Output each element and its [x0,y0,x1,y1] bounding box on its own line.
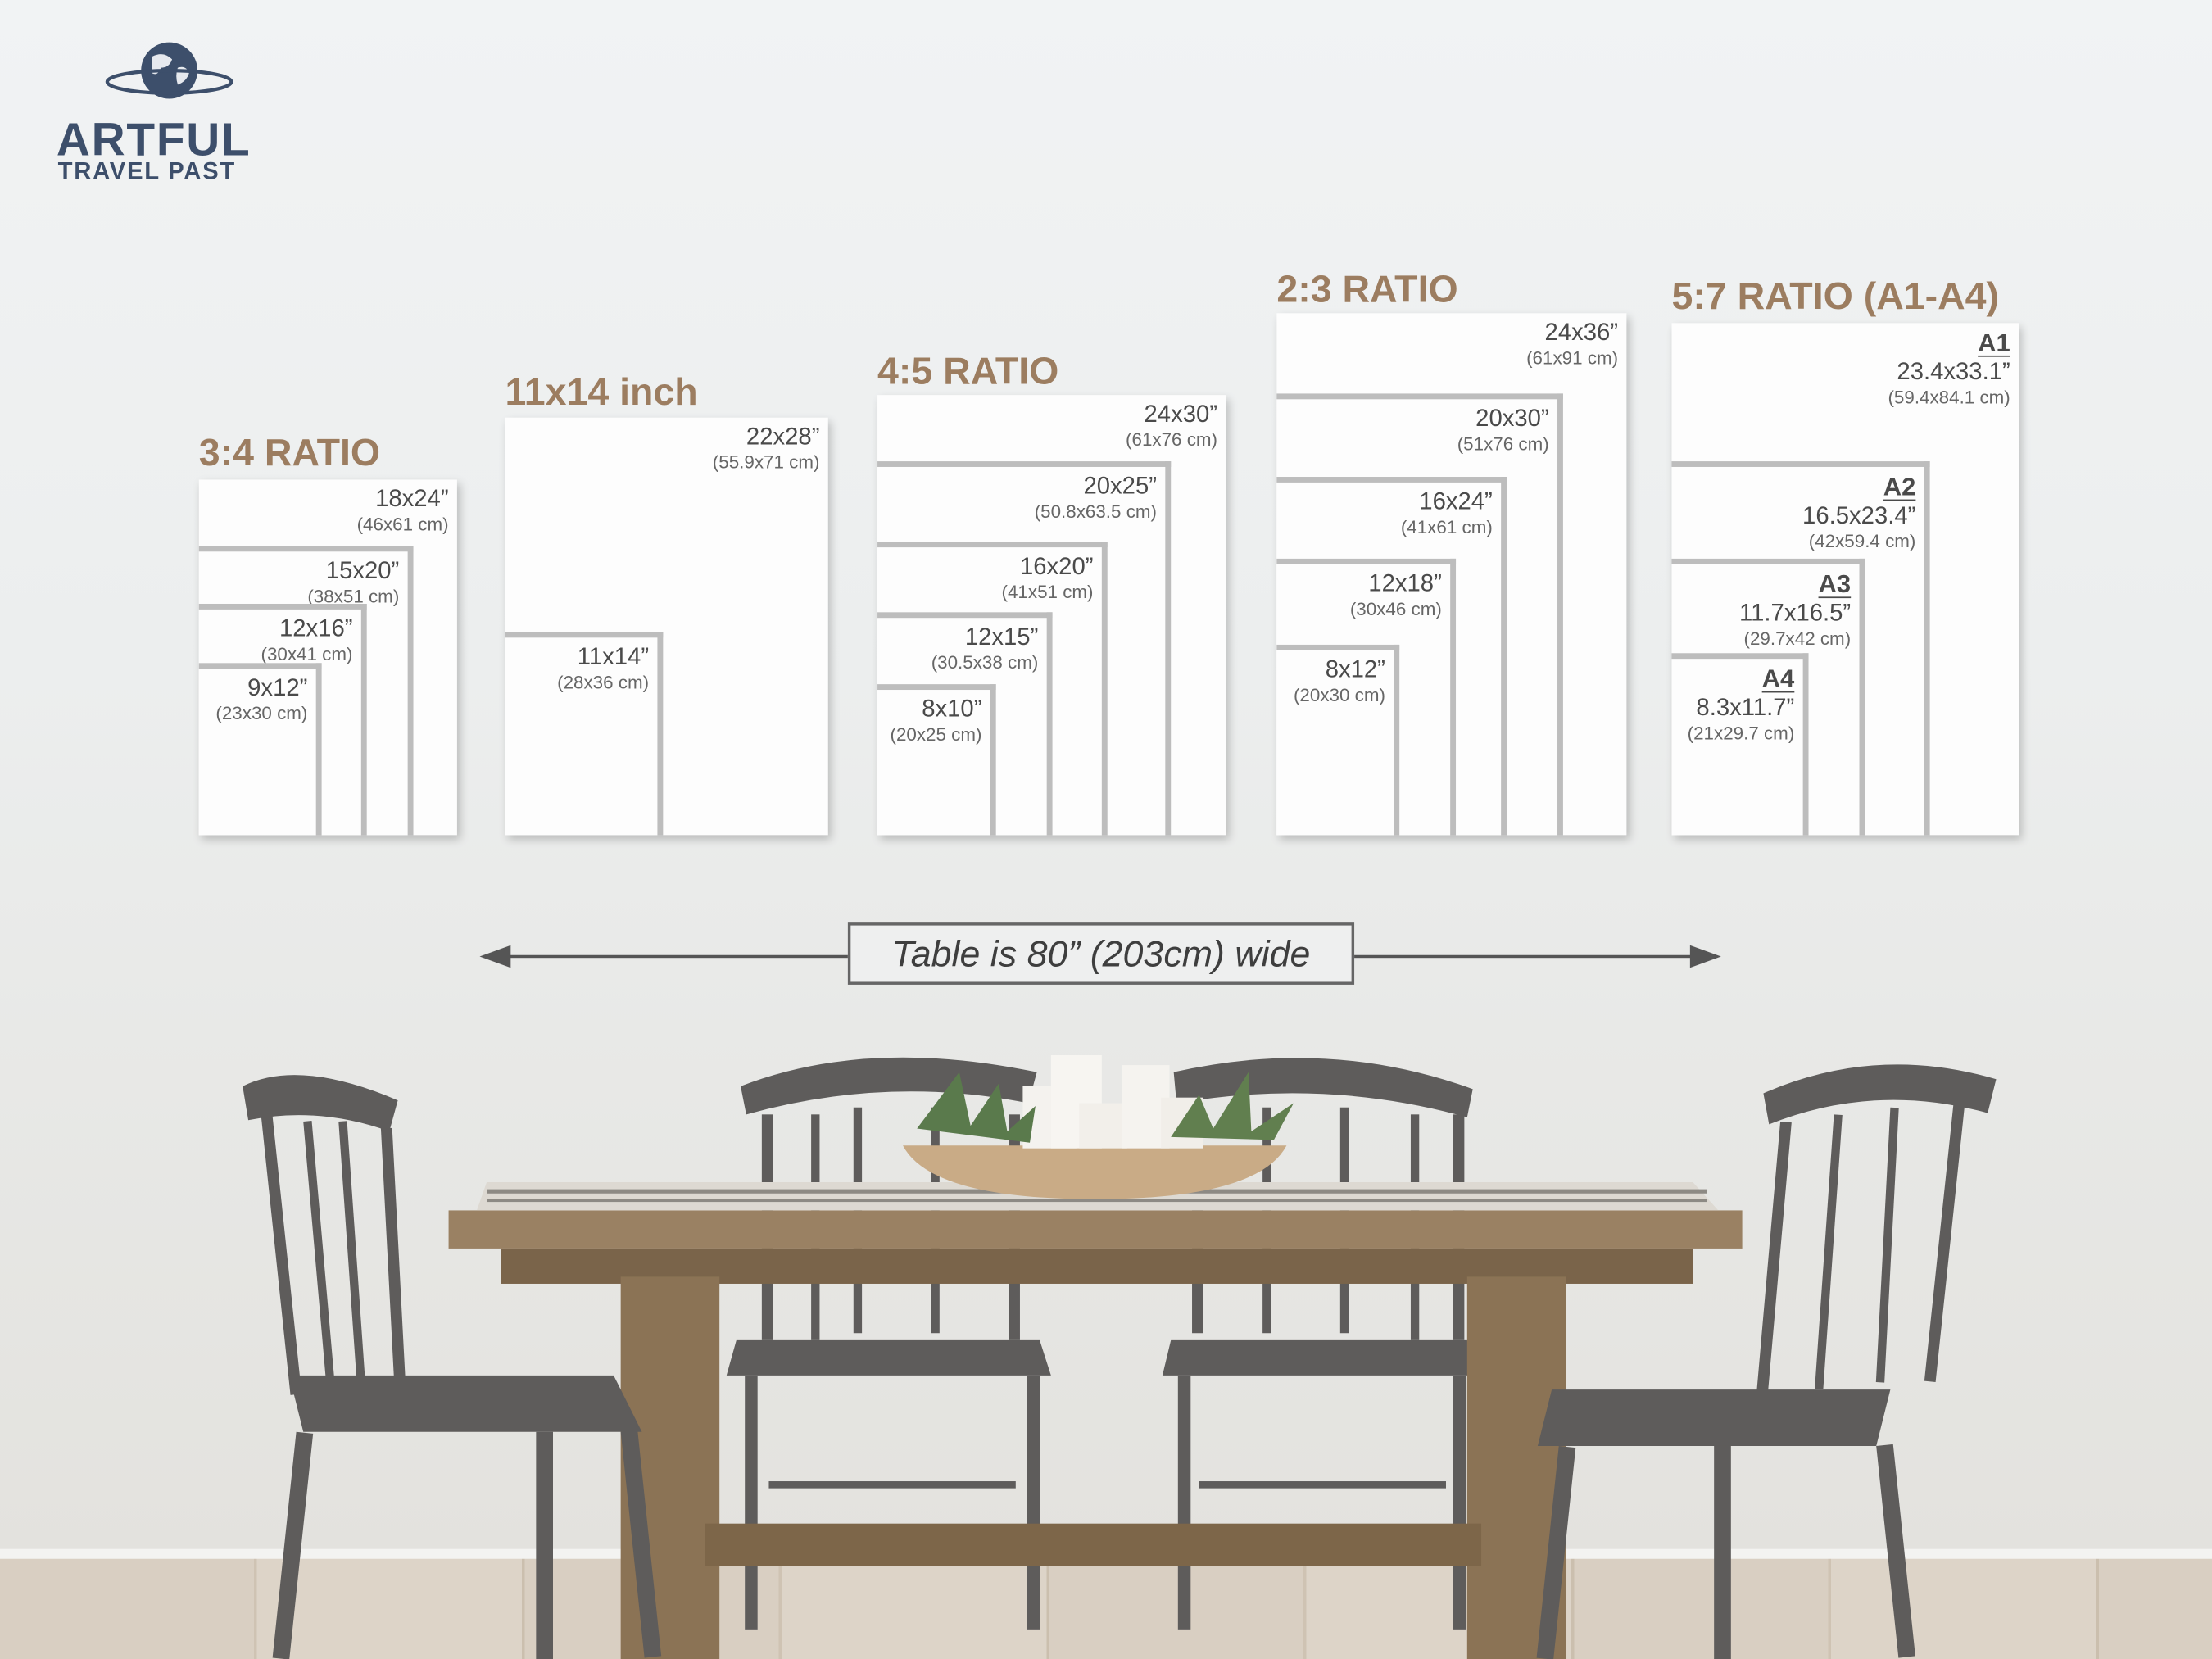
size-cm: (30.5x38 cm) [931,651,1039,673]
size-cm: (61x76 cm) [1126,428,1218,451]
table-width-note: Table is 80” (203cm) wide [847,922,1355,985]
size-cm: (55.9x71 cm) [712,451,820,473]
size-cm: (21x29.7 cm) [1687,722,1795,744]
group-title: 5:7 RATIO (A1-A4) [1671,274,2000,318]
size-inches: 24x36” [1544,319,1619,346]
size-inches: 20x30” [1475,405,1549,432]
globe-icon [105,42,233,99]
size-cm: (42x59.4 cm) [1808,530,1916,552]
frame-size-label: 8x10” (20x25 cm) [890,696,981,746]
side-chairs [243,1064,1997,1659]
size-cm: (30x46 cm) [1349,598,1442,619]
frame-size-label: 12x15” (30.5x38 cm) [931,623,1039,674]
frame-size-label: 24x36” (61x91 cm) [1526,319,1618,369]
logo-subtitle: TRAVEL PAST [57,157,236,185]
size-cm: (29.7x42 cm) [1743,628,1852,650]
frame-size-label: 12x18” (30x46 cm) [1350,570,1442,621]
frame-size-outline: 11x14” (28x36 cm) [505,632,664,836]
size-inches: 12x16” [279,614,353,642]
size-inches: 16x20” [1019,553,1094,580]
frame-size-label: 16x20” (41x51 cm) [1002,553,1094,604]
frame-size-label: 24x30” (61x76 cm) [1126,401,1217,451]
frame-size-outline: 8x12” (20x30 cm) [1276,644,1400,836]
frame-size-label: 20x25” (50.8x63.5 cm) [1035,473,1157,524]
paper-size-name: A3 [1818,569,1852,599]
size-inches: 11x14” [577,643,650,670]
size-cm: (50.8x63.5 cm) [1034,501,1157,523]
frame-size-label: 9x12” (23x30 cm) [215,674,307,725]
size-cm: (41x61 cm) [1400,516,1493,538]
size-inches: 24x30” [1144,401,1218,428]
group-title: 4:5 RATIO [877,350,1059,392]
paper-size-name: A4 [1761,664,1795,693]
size-inches: 16.5x23.4” [1802,502,1916,529]
size-inches: 23.4x33.1” [1897,358,2010,386]
paper-size-name: A2 [1883,472,1916,501]
frame-size-label: 18x24” (46x61 cm) [357,485,449,536]
frame-size-label: 20x30” (51x76 cm) [1457,405,1549,456]
frame-size-label: 8x12” (20x30 cm) [1294,656,1385,707]
size-cm: (61x91 cm) [1526,347,1619,369]
size-inches: 22x28” [746,423,820,451]
size-inches: 18x24” [375,485,449,513]
frame-size-outline: A4 8.3x11.7” (21x29.7 cm) [1671,653,1809,836]
size-inches: 11.7x16.5” [1739,599,1852,627]
frame-size-label: A4 8.3x11.7” (21x29.7 cm) [1688,664,1795,745]
size-cm: (20x30 cm) [1293,684,1385,705]
frame-size-outline: 8x10” (20x25 cm) [877,684,996,836]
size-cm: (51x76 cm) [1457,433,1549,455]
frame-size-outline: 9x12” (23x30 cm) [198,663,322,836]
table [448,1181,1743,1659]
size-inches: 15x20” [325,557,400,584]
size-cm: (59.4x84.1 cm) [1888,386,2010,408]
paper-size-name: A1 [1978,329,2010,357]
logo-wordmark: ARTFUL [56,112,252,165]
size-cm: (46x61 cm) [356,513,449,535]
size-inches: 16x24” [1419,487,1493,515]
arrow-left-icon [479,945,511,968]
frame-size-label: 22x28” (55.9x71 cm) [713,424,820,474]
group-title: 3:4 RATIO [198,431,381,474]
size-cm: (30x41 cm) [261,643,353,665]
size-inches: 20x25” [1083,472,1157,500]
frame-size-label: A3 11.7x16.5” (29.7x42 cm) [1739,570,1851,650]
frame-size-label: A1 23.4x33.1” (59.4x84.1 cm) [1888,329,2010,409]
size-inches: 8x12” [1325,655,1385,683]
size-inches: 8.3x11.7” [1696,694,1795,721]
size-inches: 8x10” [922,695,982,723]
size-cm: (23x30 cm) [215,702,308,724]
size-inches: 12x15” [964,623,1039,650]
frame-size-label: 16x24” (41x61 cm) [1401,488,1493,539]
group-title: 2:3 RATIO [1276,268,1458,310]
frame-size-label: A2 16.5x23.4” (42x59.4 cm) [1802,473,1915,553]
size-cm: (38x51 cm) [307,585,400,607]
size-cm: (28x36 cm) [557,671,650,693]
size-cm: (41x51 cm) [1001,581,1094,603]
group-title: 11x14 inch [505,370,698,414]
wood-floor [0,1558,2212,1659]
size-inches: 12x18” [1368,569,1442,597]
arrow-right-icon [1689,945,1721,968]
frame-size-label: 15x20” (38x51 cm) [307,557,399,608]
size-cm: (20x25 cm) [890,723,982,746]
size-inches: 9x12” [247,674,308,701]
frame-size-label: 11x14” (28x36 cm) [557,643,649,694]
frame-size-label: 12x16” (30x41 cm) [261,615,353,666]
centerpiece [903,1055,1294,1199]
